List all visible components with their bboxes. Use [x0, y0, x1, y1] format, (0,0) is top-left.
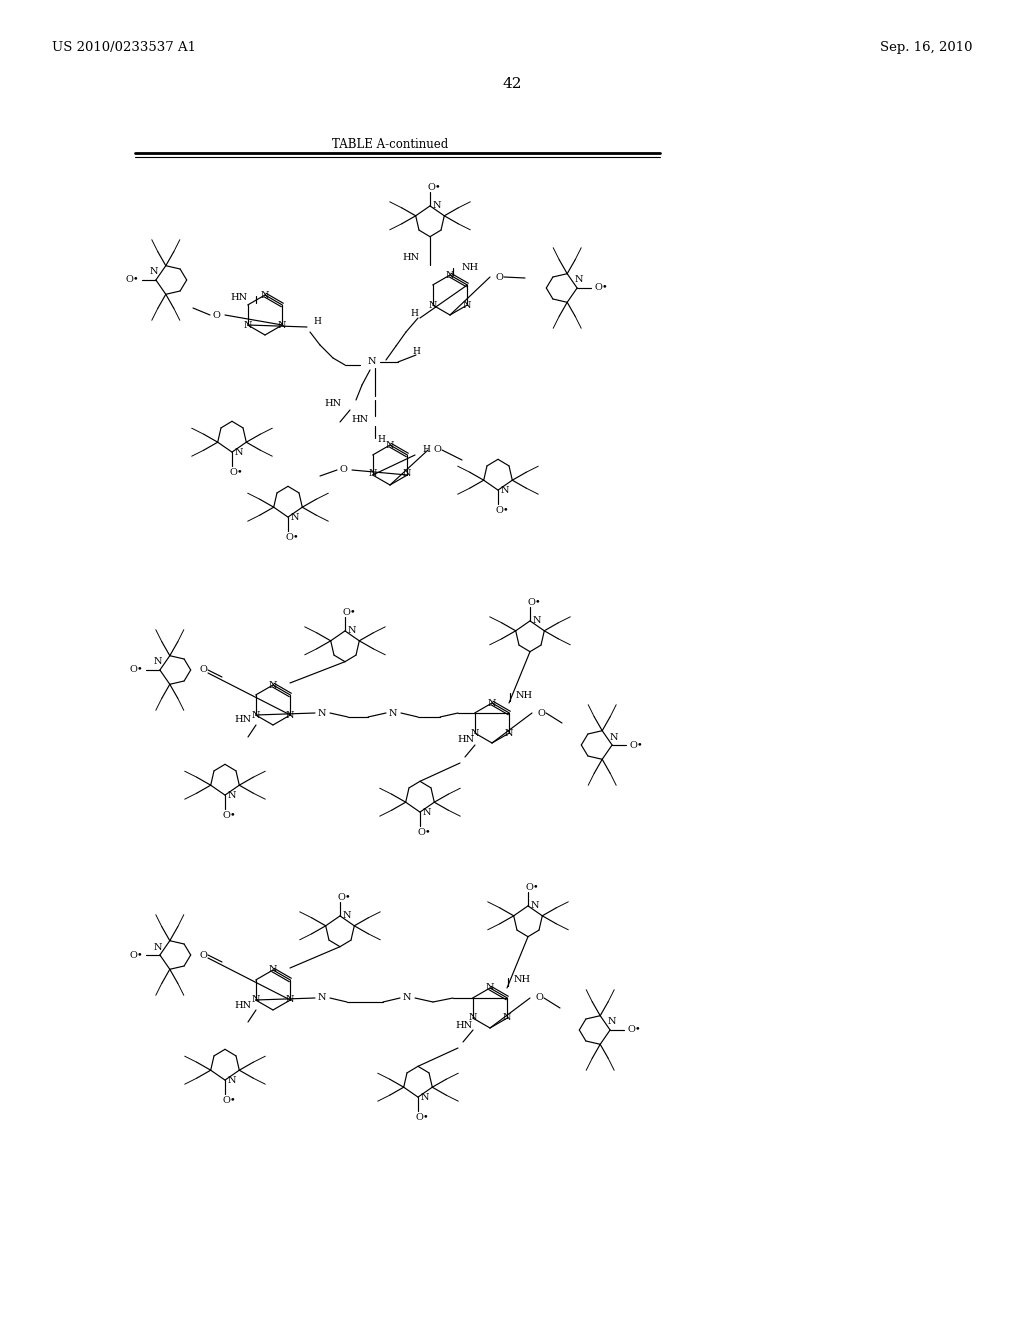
Text: H: H	[422, 446, 430, 454]
Text: N: N	[389, 709, 397, 718]
Text: N: N	[433, 202, 441, 210]
Text: O•: O•	[285, 532, 299, 541]
Text: O•: O•	[628, 1026, 641, 1035]
Text: N: N	[532, 616, 542, 626]
Text: N: N	[286, 710, 294, 719]
Text: O•: O•	[229, 467, 243, 477]
Text: HN: HN	[456, 1020, 473, 1030]
Text: N: N	[291, 512, 299, 521]
Text: O: O	[536, 994, 544, 1002]
Text: N: N	[369, 470, 377, 479]
Text: N: N	[268, 965, 278, 974]
Text: N: N	[610, 733, 618, 742]
Text: N: N	[608, 1018, 616, 1027]
Text: N: N	[234, 447, 244, 457]
Text: N: N	[286, 995, 294, 1005]
Text: O•: O•	[527, 598, 541, 607]
Text: N: N	[268, 681, 278, 689]
Text: H: H	[377, 436, 385, 445]
Text: HN: HN	[352, 416, 369, 425]
Text: O: O	[538, 709, 546, 718]
Text: N: N	[278, 321, 287, 330]
Text: HN: HN	[458, 735, 475, 744]
Text: N: N	[402, 994, 412, 1002]
Text: O•: O•	[415, 1113, 429, 1122]
Text: N: N	[505, 729, 513, 738]
Text: US 2010/0233537 A1: US 2010/0233537 A1	[52, 41, 196, 54]
Text: N: N	[574, 276, 584, 285]
Text: HN: HN	[325, 400, 342, 408]
Text: HN: HN	[230, 293, 248, 301]
Text: N: N	[429, 301, 437, 309]
Text: N: N	[471, 729, 479, 738]
Text: O•: O•	[129, 665, 142, 675]
Text: H: H	[412, 347, 420, 356]
Text: N: N	[463, 301, 471, 309]
Text: N: N	[261, 290, 269, 300]
Text: N: N	[423, 808, 431, 817]
Text: O•: O•	[342, 609, 356, 618]
Text: O: O	[200, 665, 208, 675]
Text: N: N	[154, 942, 162, 952]
Text: N: N	[227, 1076, 237, 1085]
Text: HN: HN	[234, 1001, 252, 1010]
Text: N: N	[252, 710, 260, 719]
Text: N: N	[503, 1014, 511, 1023]
Text: O•: O•	[629, 741, 643, 750]
Text: O•: O•	[125, 276, 139, 285]
Text: HN: HN	[402, 253, 420, 263]
Text: N: N	[317, 994, 327, 1002]
Text: O: O	[212, 310, 220, 319]
Text: O•: O•	[594, 284, 608, 293]
Text: Sep. 16, 2010: Sep. 16, 2010	[880, 41, 972, 54]
Text: O•: O•	[337, 894, 351, 903]
Text: N: N	[150, 268, 158, 276]
Text: O•: O•	[427, 183, 441, 193]
Text: O: O	[434, 446, 442, 454]
Text: O: O	[339, 466, 347, 474]
Text: N: N	[343, 911, 351, 920]
Text: N: N	[485, 983, 495, 993]
Text: N: N	[227, 791, 237, 800]
Text: N: N	[348, 627, 356, 635]
Text: N: N	[501, 486, 509, 495]
Text: HN: HN	[234, 715, 252, 725]
Text: NH: NH	[462, 264, 479, 272]
Text: O: O	[496, 272, 504, 281]
Text: O•: O•	[525, 883, 539, 892]
Text: N: N	[530, 902, 540, 911]
Text: N: N	[402, 470, 412, 479]
Text: O•: O•	[222, 1096, 236, 1105]
Text: N: N	[487, 698, 497, 708]
Text: N: N	[317, 709, 327, 718]
Text: O•: O•	[417, 828, 431, 837]
Text: N: N	[421, 1093, 429, 1102]
Text: NH: NH	[514, 975, 531, 985]
Text: N: N	[469, 1014, 477, 1023]
Text: N: N	[154, 657, 162, 667]
Text: N: N	[386, 441, 394, 450]
Text: N: N	[252, 995, 260, 1005]
Text: O•: O•	[496, 506, 509, 515]
Text: O: O	[200, 950, 208, 960]
Text: N: N	[445, 271, 455, 280]
Text: N: N	[244, 321, 252, 330]
Text: N: N	[368, 358, 376, 367]
Text: H: H	[313, 318, 321, 326]
Text: O•: O•	[129, 950, 142, 960]
Text: H: H	[411, 309, 418, 318]
Text: 42: 42	[502, 77, 522, 91]
Text: NH: NH	[516, 690, 534, 700]
Text: TABLE A-continued: TABLE A-continued	[332, 139, 449, 152]
Text: O•: O•	[222, 810, 236, 820]
